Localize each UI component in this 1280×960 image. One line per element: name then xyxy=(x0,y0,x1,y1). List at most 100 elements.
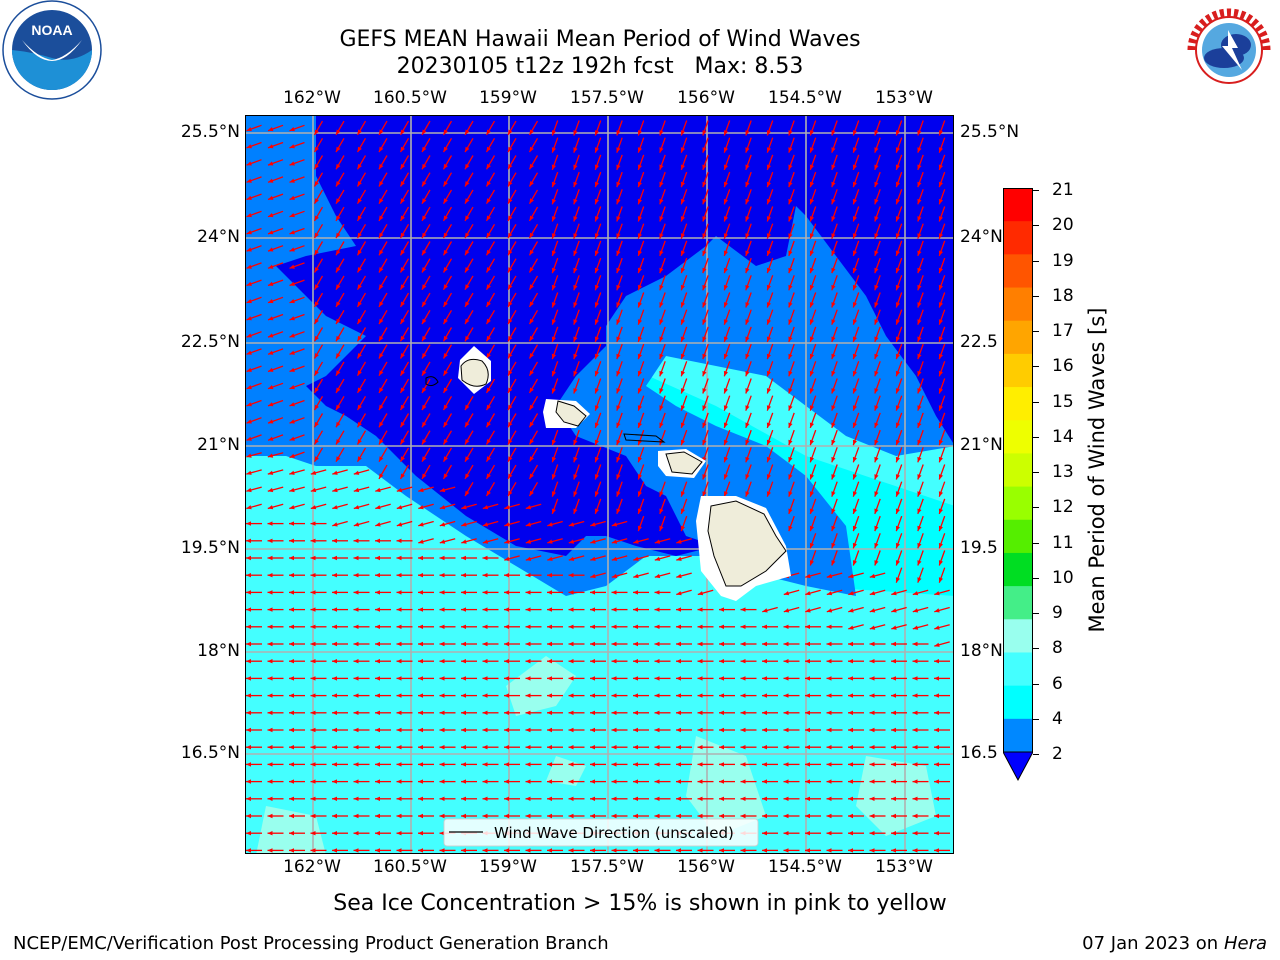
arrow-head xyxy=(379,387,384,393)
colorbar-segment xyxy=(1003,685,1033,720)
arrow-head xyxy=(659,370,664,377)
arrow-head xyxy=(267,779,273,784)
arrow-head xyxy=(659,130,664,136)
arrow-head xyxy=(917,250,922,256)
arrow-head xyxy=(697,796,703,801)
arrow-head xyxy=(289,590,294,595)
arrow-head xyxy=(616,422,621,428)
arrow-head xyxy=(439,607,445,612)
arrow-head xyxy=(891,848,896,853)
arrow-head xyxy=(482,624,488,629)
arrow-head xyxy=(332,676,337,681)
map-title: GEFS MEAN Hawaii Mean Period of Wind Wav… xyxy=(339,27,861,52)
arrow-head xyxy=(917,284,922,291)
arrow-head xyxy=(353,487,360,493)
arrow-head xyxy=(917,336,922,342)
arrow-head xyxy=(267,505,274,510)
arrow-head xyxy=(633,624,638,629)
arrow-head xyxy=(697,591,704,596)
arrow-head xyxy=(766,353,771,360)
arrow-head xyxy=(551,216,556,222)
arrow-head xyxy=(396,538,402,543)
arrow-head xyxy=(594,130,599,136)
arrow-head xyxy=(848,779,853,784)
arrow-head xyxy=(267,555,273,561)
arrow-head xyxy=(616,198,621,205)
arrow-head xyxy=(590,779,595,784)
arrow-head xyxy=(422,232,427,239)
colorbar-tick-label: 2 xyxy=(1052,744,1063,764)
sea-ice-note: Sea Ice Concentration > 15% is shown in … xyxy=(333,891,947,916)
arrow-head xyxy=(246,659,251,664)
arrow-head xyxy=(895,542,900,549)
arrow-head xyxy=(357,163,362,170)
arrow-head xyxy=(762,676,767,681)
arrow-head xyxy=(289,350,295,355)
colorbar-tick xyxy=(1033,542,1039,544)
colorbar-tick-label: 16 xyxy=(1052,356,1074,377)
arrow-head xyxy=(762,745,767,750)
arrow-head xyxy=(611,745,617,750)
arrow-head xyxy=(504,848,509,853)
arrow-head xyxy=(246,505,252,510)
arrow-head xyxy=(573,198,578,205)
arrow-head xyxy=(375,487,381,493)
colorbar-tick xyxy=(1033,613,1039,614)
arrow-head xyxy=(938,525,943,532)
arrow-head xyxy=(422,215,427,221)
arrow-head xyxy=(805,710,810,715)
arrow-head xyxy=(633,710,638,715)
arrow-head xyxy=(418,624,423,629)
arrow-head xyxy=(547,573,552,578)
arrow-head xyxy=(357,439,362,445)
colorbar-tick xyxy=(1033,401,1039,403)
arrow-head xyxy=(616,164,621,170)
arrow-head xyxy=(616,319,621,325)
arrow-head xyxy=(895,284,900,291)
arrow-head xyxy=(783,693,789,698)
arrow-head xyxy=(809,388,814,394)
latitude-label-left: 22.5°N xyxy=(180,332,240,352)
arrow-head xyxy=(637,130,642,136)
arrow-head xyxy=(766,456,771,463)
arrow-head xyxy=(659,388,664,394)
arrow-head xyxy=(805,727,810,733)
arrow-head xyxy=(895,560,900,566)
arrow-head xyxy=(616,456,621,463)
arrow-head xyxy=(912,608,919,613)
arrow-head xyxy=(353,676,359,681)
arrow-head xyxy=(654,539,661,544)
arrow-head xyxy=(917,388,922,394)
arrow-head xyxy=(766,147,771,153)
arrow-head xyxy=(379,181,384,187)
arrow-head xyxy=(289,848,294,853)
arrow-head xyxy=(633,813,638,819)
arrow-head xyxy=(267,470,274,475)
arrow-head xyxy=(680,319,685,325)
arrow-head xyxy=(422,439,427,445)
arrow-head xyxy=(869,848,875,853)
arrow-head xyxy=(766,267,771,274)
arrow-head xyxy=(443,421,448,428)
arrow-head xyxy=(353,710,359,715)
arrow-head xyxy=(831,405,836,411)
arrow-head xyxy=(611,522,618,527)
arrow-head xyxy=(809,560,814,566)
arrow-head xyxy=(547,693,552,698)
arrow-head xyxy=(461,505,467,510)
arrow-head xyxy=(289,693,294,698)
arrow-head xyxy=(723,216,728,222)
arrow-head xyxy=(938,474,943,480)
arrow-head xyxy=(766,336,771,342)
arrow-head xyxy=(482,813,488,819)
arrow-head xyxy=(525,762,531,767)
arrow-head xyxy=(659,147,664,153)
arrow-head xyxy=(805,848,810,853)
arrow-head xyxy=(482,539,489,544)
arrow-head xyxy=(353,555,359,561)
colorbar-segment xyxy=(1003,486,1033,521)
colorbar-tick-label: 14 xyxy=(1052,426,1074,447)
arrow-head xyxy=(375,590,380,595)
arrow-head xyxy=(891,608,897,613)
arrow-head xyxy=(788,336,793,342)
